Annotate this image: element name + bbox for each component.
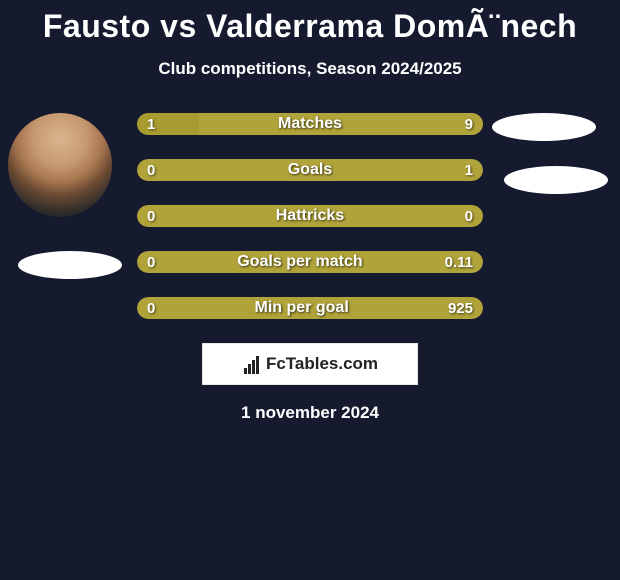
stat-label: Matches: [165, 115, 454, 133]
stat-bar: 0Goals1: [137, 159, 483, 181]
source-logo: FcTables.com: [202, 343, 418, 385]
stat-value-right: 9: [455, 116, 483, 133]
date-label: 1 november 2024: [10, 403, 610, 423]
stat-value-right: 0.11: [435, 254, 483, 271]
logo-text: FcTables.com: [266, 354, 378, 374]
page-title: Fausto vs Valderrama DomÃ¨nech: [0, 8, 620, 45]
stats-area: 1Matches90Goals10Hattricks00Goals per ma…: [0, 113, 620, 423]
stat-value-right: 925: [438, 300, 483, 317]
stat-value-left: 0: [137, 300, 165, 317]
stat-bar: 0Hattricks0: [137, 205, 483, 227]
stat-bars: 1Matches90Goals10Hattricks00Goals per ma…: [137, 113, 483, 319]
stat-value-left: 0: [137, 254, 165, 271]
stat-label: Goals: [165, 161, 454, 179]
stat-bar: 0Goals per match0.11: [137, 251, 483, 273]
stat-value-left: 0: [137, 162, 165, 179]
chart-icon: [242, 354, 262, 374]
stat-label: Hattricks: [165, 207, 454, 225]
player-right-avatar-placeholder: [492, 113, 596, 141]
infographic-container: Fausto vs Valderrama DomÃ¨nech Club comp…: [0, 0, 620, 423]
player-right-name-placeholder: [504, 166, 608, 194]
stat-value-right: 0: [455, 208, 483, 225]
player-left-name-placeholder: [18, 251, 122, 279]
subtitle: Club competitions, Season 2024/2025: [0, 59, 620, 79]
stat-value-right: 1: [455, 162, 483, 179]
stat-label: Min per goal: [165, 299, 438, 317]
stat-value-left: 0: [137, 208, 165, 225]
player-left-avatar: [8, 113, 112, 217]
stat-bar: 0Min per goal925: [137, 297, 483, 319]
stat-label: Goals per match: [165, 253, 434, 271]
stat-bar: 1Matches9: [137, 113, 483, 135]
stat-value-left: 1: [137, 116, 165, 133]
